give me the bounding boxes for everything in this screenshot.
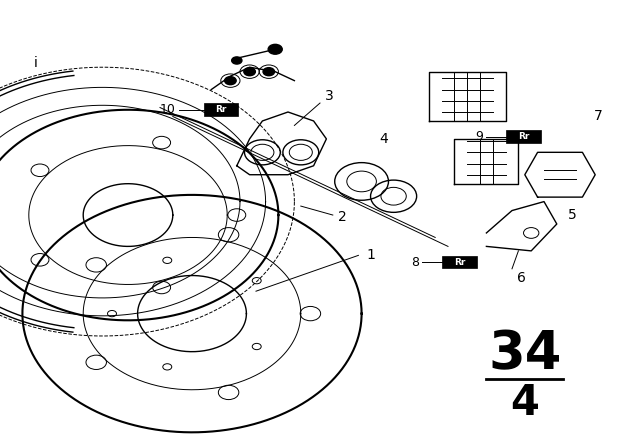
FancyBboxPatch shape bbox=[204, 103, 238, 116]
Text: 4: 4 bbox=[380, 132, 388, 146]
Circle shape bbox=[263, 68, 275, 76]
Text: Rr: Rr bbox=[454, 258, 465, 267]
Text: 34: 34 bbox=[488, 328, 561, 380]
Text: 6: 6 bbox=[517, 271, 526, 285]
Circle shape bbox=[225, 77, 236, 85]
Text: 2: 2 bbox=[338, 210, 347, 224]
Circle shape bbox=[268, 44, 282, 54]
Text: 10: 10 bbox=[160, 103, 176, 116]
Text: 7: 7 bbox=[594, 109, 603, 124]
Text: 9: 9 bbox=[476, 130, 483, 143]
Circle shape bbox=[232, 57, 242, 64]
Text: 3: 3 bbox=[325, 89, 334, 103]
Text: 8: 8 bbox=[412, 255, 419, 269]
Text: Rr: Rr bbox=[215, 105, 227, 114]
Text: i: i bbox=[33, 56, 37, 70]
Circle shape bbox=[244, 68, 255, 76]
Text: 4: 4 bbox=[510, 382, 540, 424]
FancyBboxPatch shape bbox=[506, 130, 541, 143]
Text: 5: 5 bbox=[568, 208, 577, 222]
FancyBboxPatch shape bbox=[442, 256, 477, 268]
Text: Rr: Rr bbox=[518, 132, 529, 141]
Text: 1: 1 bbox=[367, 248, 376, 263]
